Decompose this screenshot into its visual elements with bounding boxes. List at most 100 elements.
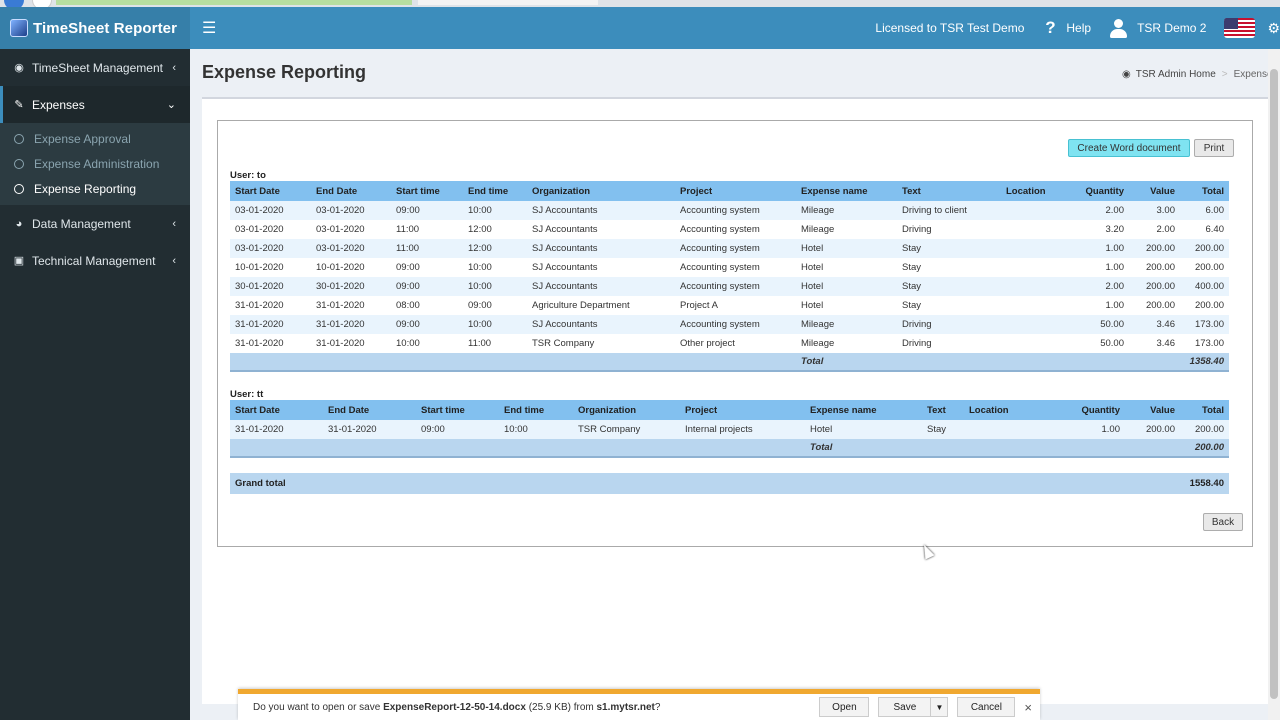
- table-cell: Accounting system: [675, 239, 796, 258]
- table-cell: 200.00: [1129, 239, 1180, 258]
- create-word-document-button[interactable]: Create Word document: [1068, 139, 1190, 157]
- grand-total-label: Grand total: [235, 478, 286, 489]
- browser-tab-strip: [0, 0, 1280, 7]
- download-message: Do you want to open or save ExpenseRepor…: [253, 702, 660, 713]
- breadcrumb-separator: >: [1221, 69, 1228, 80]
- table-cell: 31-01-2020: [323, 420, 416, 439]
- table-cell: [1001, 258, 1065, 277]
- table-cell: 1.00: [1047, 420, 1125, 439]
- chevron-down-icon: ⌄: [166, 99, 176, 111]
- user-group-label: User: to: [230, 170, 266, 181]
- table-cell: 03-01-2020: [311, 201, 391, 220]
- table-cell: 400.00: [1180, 277, 1229, 296]
- print-button[interactable]: Print: [1194, 139, 1234, 157]
- sidebar-subitem-label: Expense Reporting: [34, 181, 137, 196]
- user-menu[interactable]: TSR Demo 2: [1109, 19, 1206, 38]
- user-group-label: User: tt: [230, 389, 264, 400]
- browser-address-bar[interactable]: [56, 0, 412, 5]
- table-cell: 10:00: [391, 334, 463, 353]
- table-cell: 200.00: [1129, 296, 1180, 315]
- grand-total-row: Grand total 1558.40: [230, 473, 1229, 494]
- column-header: Text: [922, 400, 964, 420]
- sidebar-item-expenses[interactable]: ✎ Expenses ⌄: [0, 86, 190, 123]
- table-row: 03-01-2020 03-01-2020 09:00 10:00 SJ Account…: [230, 201, 1229, 220]
- table-cell: 03-01-2020: [311, 239, 391, 258]
- table-cell: 09:00: [391, 201, 463, 220]
- open-button[interactable]: Open: [819, 697, 870, 717]
- column-header: Quantity: [1047, 400, 1125, 420]
- table-cell: 200.00: [1129, 277, 1180, 296]
- table-cell: 08:00: [391, 296, 463, 315]
- app-logo[interactable]: TimeSheet Reporter: [0, 7, 190, 49]
- sidebar-subitem-expense-approval[interactable]: Expense Approval: [0, 126, 190, 151]
- sidebar-subitem-expense-administration[interactable]: Expense Administration: [0, 151, 190, 176]
- page-scrollbar[interactable]: [1268, 49, 1280, 720]
- table-cell: 200.00: [1180, 239, 1229, 258]
- save-button[interactable]: Save: [878, 697, 931, 717]
- table-cell: [1001, 334, 1065, 353]
- column-header: Quantity: [1065, 181, 1129, 201]
- table-cell: 1.00: [1065, 296, 1129, 315]
- table-cell: 173.00: [1180, 315, 1229, 334]
- table-cell: Accounting system: [675, 315, 796, 334]
- table-row: 03-01-2020 03-01-2020 11:00 12:00 SJ Account…: [230, 220, 1229, 239]
- column-header: Organization: [573, 400, 680, 420]
- table-cell: SJ Accountants: [527, 220, 675, 239]
- table-cell: 2.00: [1129, 220, 1180, 239]
- column-header: Start Date: [230, 400, 323, 420]
- app-name: TimeSheet Reporter: [33, 19, 178, 37]
- browser-tab[interactable]: [418, 0, 598, 5]
- table-cell: Other project: [675, 334, 796, 353]
- browser-forward-icon[interactable]: [32, 0, 52, 7]
- sidebar-item-technical-management[interactable]: ▣ Technical Management ‹: [0, 242, 190, 279]
- table-cell: 200.00: [1129, 258, 1180, 277]
- table-cell: Driving: [897, 334, 1001, 353]
- us-flag-icon[interactable]: [1224, 18, 1256, 38]
- breadcrumb-home[interactable]: TSR Admin Home: [1135, 69, 1216, 80]
- table-cell: 10:00: [463, 201, 527, 220]
- table-cell: Stay: [922, 420, 964, 439]
- table-cell: 31-01-2020: [311, 315, 391, 334]
- column-header: Text: [897, 181, 1001, 201]
- circle-icon: [14, 158, 24, 169]
- table-cell: 6.00: [1180, 201, 1229, 220]
- browser-back-icon[interactable]: [4, 0, 24, 7]
- chevron-left-icon: ‹: [172, 254, 176, 267]
- close-icon[interactable]: ×: [1024, 699, 1032, 715]
- gear-icon[interactable]: ⚙: [1267, 19, 1280, 36]
- table-cell: Internal projects: [680, 420, 805, 439]
- sidebar-subitem-label: Expense Approval: [34, 131, 131, 146]
- table-cell: [1001, 296, 1065, 315]
- cancel-button[interactable]: Cancel: [957, 697, 1016, 717]
- table-cell: Accounting system: [675, 220, 796, 239]
- table-cell: 31-01-2020: [230, 315, 311, 334]
- help-link[interactable]: ? Help: [1042, 18, 1091, 37]
- table-cell: Stay: [897, 258, 1001, 277]
- sidebar-item-label: Data Management: [32, 216, 131, 231]
- table-cell: [1001, 201, 1065, 220]
- dashboard-icon: ◉: [14, 62, 24, 74]
- expense-table: Start Date End Date Start time End time Orga…: [230, 181, 1229, 372]
- circle-icon: [14, 133, 24, 144]
- back-button[interactable]: Back: [1203, 513, 1243, 531]
- group-total-row: Total 1358.40: [230, 353, 1229, 372]
- table-cell: 200.00: [1180, 420, 1229, 439]
- sidebar-item-data-management[interactable]: ◕ Data Management ‹: [0, 205, 190, 242]
- table-cell: 09:00: [391, 258, 463, 277]
- table-cell: 31-01-2020: [230, 296, 311, 315]
- sidebar-subitem-expense-reporting[interactable]: Expense Reporting: [0, 176, 190, 201]
- column-header: Start time: [416, 400, 499, 420]
- scrollbar-thumb[interactable]: [1270, 69, 1278, 699]
- column-header: Expense name: [796, 181, 897, 201]
- sidebar-item-timesheet-management[interactable]: ◉ TimeSheet Management ‹: [0, 49, 190, 86]
- menu-icon[interactable]: ☰: [202, 20, 217, 37]
- table-cell: Mileage: [796, 201, 897, 220]
- sidebar: ◉ TimeSheet Management ‹ ✎ Expenses ⌄ Ex…: [0, 49, 190, 720]
- table-cell: 3.46: [1129, 315, 1180, 334]
- save-options-chevron-down-icon[interactable]: ▼: [930, 697, 949, 717]
- table-cell: 31-01-2020: [230, 334, 311, 353]
- user-icon: [1109, 19, 1128, 38]
- column-header: Total: [1180, 400, 1229, 420]
- sidebar-item-label: TimeSheet Management: [32, 60, 163, 75]
- table-cell: 30-01-2020: [311, 277, 391, 296]
